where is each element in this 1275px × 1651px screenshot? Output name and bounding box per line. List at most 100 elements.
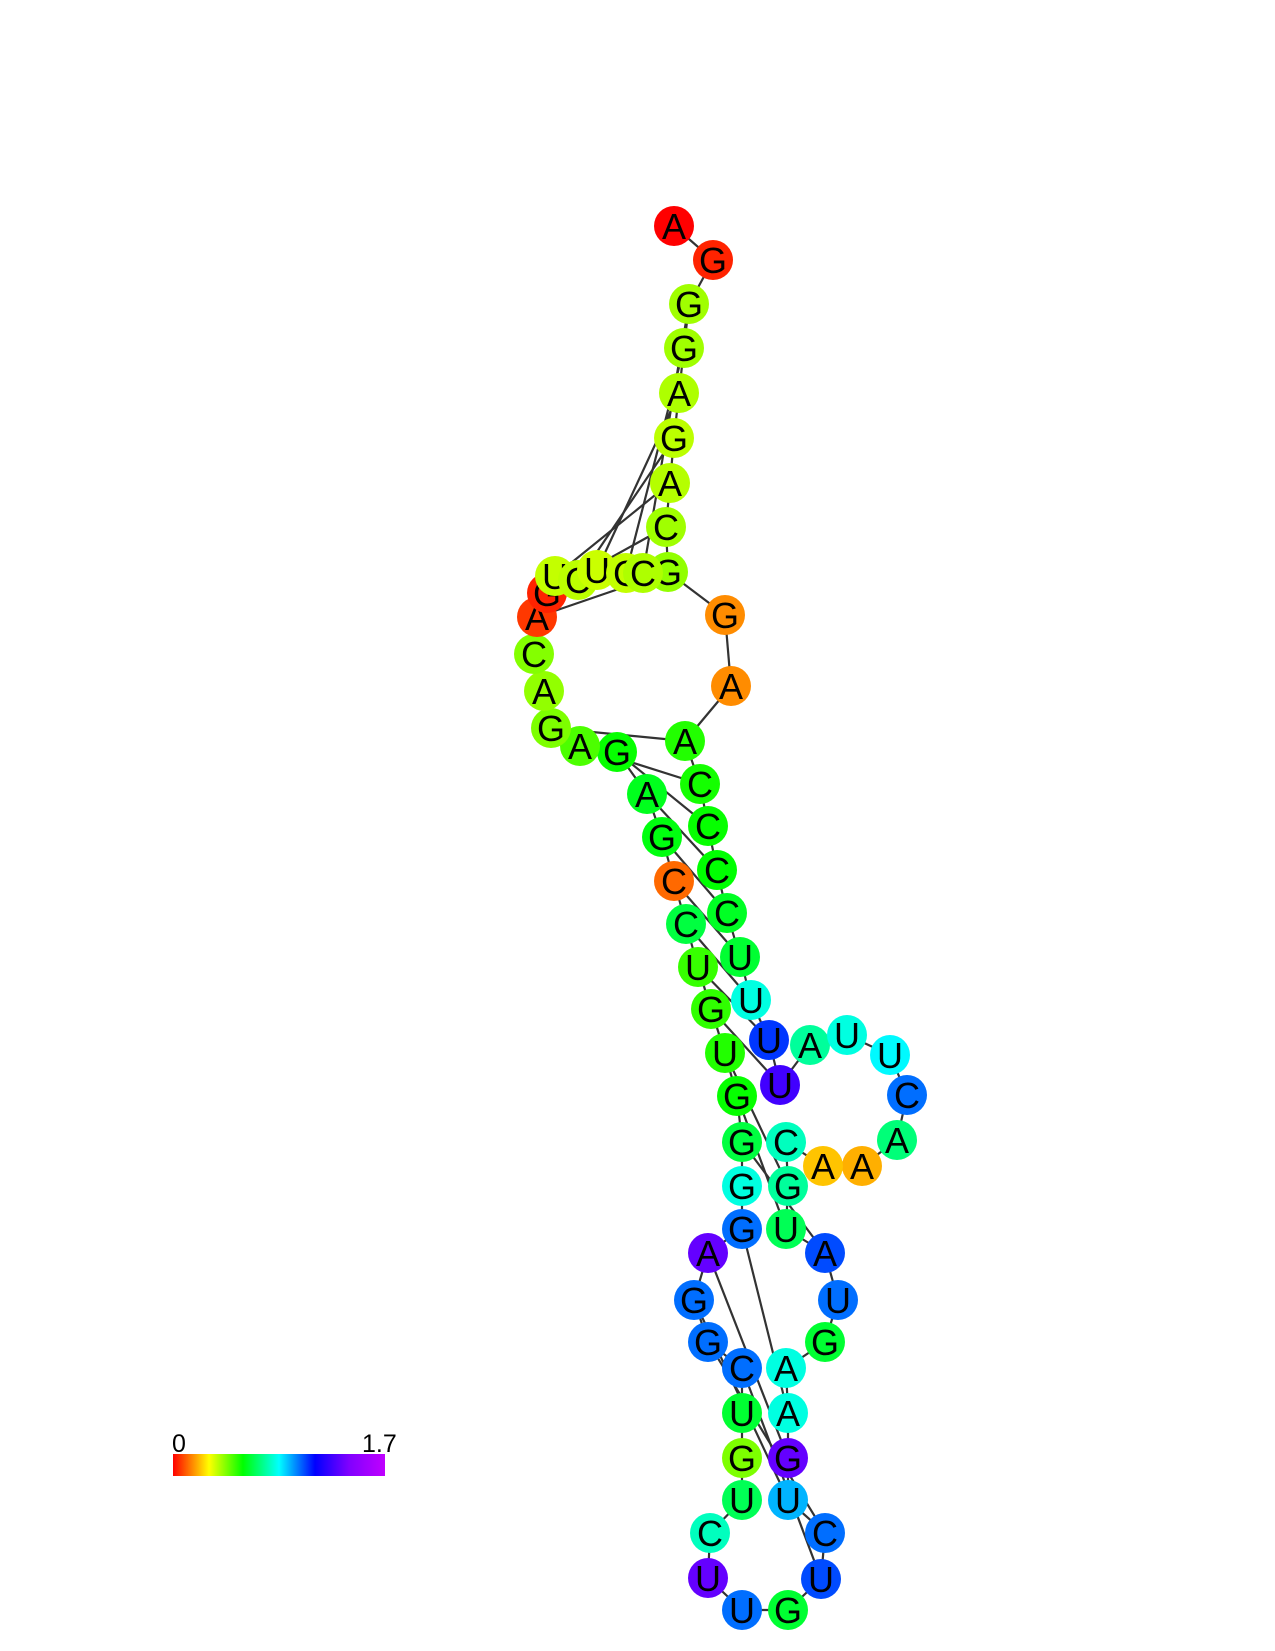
nucleotide: U (749, 1020, 789, 1061)
nucleotide-letter: C (687, 764, 713, 805)
nucleotide-letter: G (728, 1166, 756, 1207)
nucleotide-circle (720, 937, 760, 977)
nucleotide-circle (717, 1076, 757, 1116)
nucleotide-circle (766, 1348, 806, 1388)
nucleotide-letter: C (812, 1513, 838, 1554)
nucleotide: C (722, 1348, 762, 1389)
nucleotide-circle (760, 1065, 800, 1105)
nucleotide-circle (803, 1146, 843, 1186)
nucleotide: G (805, 1322, 845, 1363)
nucleotide-circle (768, 1480, 808, 1520)
nucleotide: G (688, 1322, 728, 1363)
nucleotide-letter: G (697, 989, 725, 1030)
nucleotide: U (768, 1480, 808, 1521)
nucleotide: C (688, 806, 728, 847)
nucleotide-circle (887, 1075, 927, 1115)
nucleotide-circle (731, 980, 771, 1020)
nucleotide: A (659, 373, 699, 414)
nucleotide-circle (711, 666, 751, 706)
nucleotide-letter: U (729, 1590, 755, 1631)
nucleotide: G (717, 1076, 757, 1117)
nucleotide-circle (664, 328, 704, 368)
nucleotide-letter: A (532, 671, 556, 712)
nucleotide-circle (749, 1020, 789, 1060)
nucleotide-letter: C (695, 806, 721, 847)
nucleotide: C (514, 634, 554, 675)
nucleotide: A (524, 671, 564, 712)
nucleotide-letter: G (699, 240, 727, 281)
nucleotide: G (722, 1209, 762, 1250)
nucleotide-circle (688, 1233, 728, 1273)
nucleotide: A (805, 1233, 845, 1274)
nucleotide: A (768, 1393, 808, 1434)
nucleotide: G (531, 708, 571, 749)
nucleotide: U (766, 1209, 806, 1250)
nucleotide-letter: U (775, 1480, 801, 1521)
nucleotide-letter: U (825, 1280, 851, 1321)
nucleotide: G (722, 1122, 762, 1163)
nucleotide: C (766, 1122, 806, 1163)
nucleotide-circle (666, 904, 706, 944)
nucleotide: U (870, 1035, 910, 1076)
nucleotide-letter: U (685, 947, 711, 988)
nucleotide-letter: G (723, 1076, 751, 1117)
nucleotide-circle (877, 1120, 917, 1160)
nucleotide: C (654, 861, 694, 902)
nucleotide-letter: C (653, 507, 679, 548)
nucleotide-letter: G (537, 708, 565, 749)
nucleotide: A (654, 206, 694, 247)
nucleotide-letter: A (696, 1233, 720, 1274)
nucleotide-circle (801, 1559, 841, 1599)
nucleotide: U (731, 980, 771, 1021)
nucleotide-circle (680, 764, 720, 804)
nucleotide: C (666, 904, 706, 945)
nucleotide-letter: U (767, 1065, 793, 1106)
nucleotide-circle (766, 1209, 806, 1249)
nucleotide-circle (524, 671, 564, 711)
nucleotide-letter: A (662, 206, 686, 247)
nucleotide-letter: A (850, 1146, 874, 1187)
nucleotide-circle (870, 1035, 910, 1075)
nucleotide-letter: A (673, 721, 697, 762)
nucleotide-circle (805, 1322, 845, 1362)
nucleotide: G (705, 595, 745, 636)
nucleotide-circle (722, 1438, 762, 1478)
nucleotide-circle (790, 1025, 830, 1065)
nucleotide-circle (768, 1590, 808, 1630)
nucleotide-letter: A (635, 774, 659, 815)
nucleotide: A (560, 726, 600, 767)
nucleotide: C (707, 893, 747, 934)
nucleotide-circle (805, 1513, 845, 1553)
nucleotide-letter: A (885, 1120, 909, 1161)
nucleotide-letter: C (630, 553, 656, 594)
nucleotide: G (674, 1280, 714, 1321)
nucleotide-letter: U (808, 1559, 834, 1600)
nucleotide-circle (659, 373, 699, 413)
nucleotide-letter: G (670, 328, 698, 369)
nucleotide-circle (722, 1166, 762, 1206)
nucleotide-letter: G (728, 1209, 756, 1250)
nucleotide: C (646, 507, 686, 548)
nucleotide: G (768, 1166, 808, 1207)
nucleotide-circle (818, 1280, 858, 1320)
nucleotide-letter: U (584, 550, 610, 591)
nucleotide-circle (560, 726, 600, 766)
nucleotide-circle (690, 1513, 730, 1553)
nucleotide-circle (768, 1166, 808, 1206)
color-scale-max-label: 1.7 (362, 1430, 397, 1458)
nucleotide-letter: A (568, 726, 592, 767)
nucleotide-circle (646, 507, 686, 547)
nucleotide-letter: C (521, 634, 547, 675)
nucleotide: U (722, 1393, 762, 1434)
nucleotide: C (623, 553, 663, 594)
nucleotide: A (627, 774, 667, 815)
nucleotide: U (722, 1590, 762, 1631)
base-pair-bond (724, 1052, 789, 1187)
nucleotide-letter: G (680, 1280, 708, 1321)
nucleotide: A (688, 1233, 728, 1274)
nucleotide-letter: G (694, 1322, 722, 1363)
nucleotide-circle (514, 634, 554, 674)
nucleotide-letter: G (711, 595, 739, 636)
nucleotide-letter: A (774, 1348, 798, 1389)
nucleotide: C (887, 1075, 927, 1116)
